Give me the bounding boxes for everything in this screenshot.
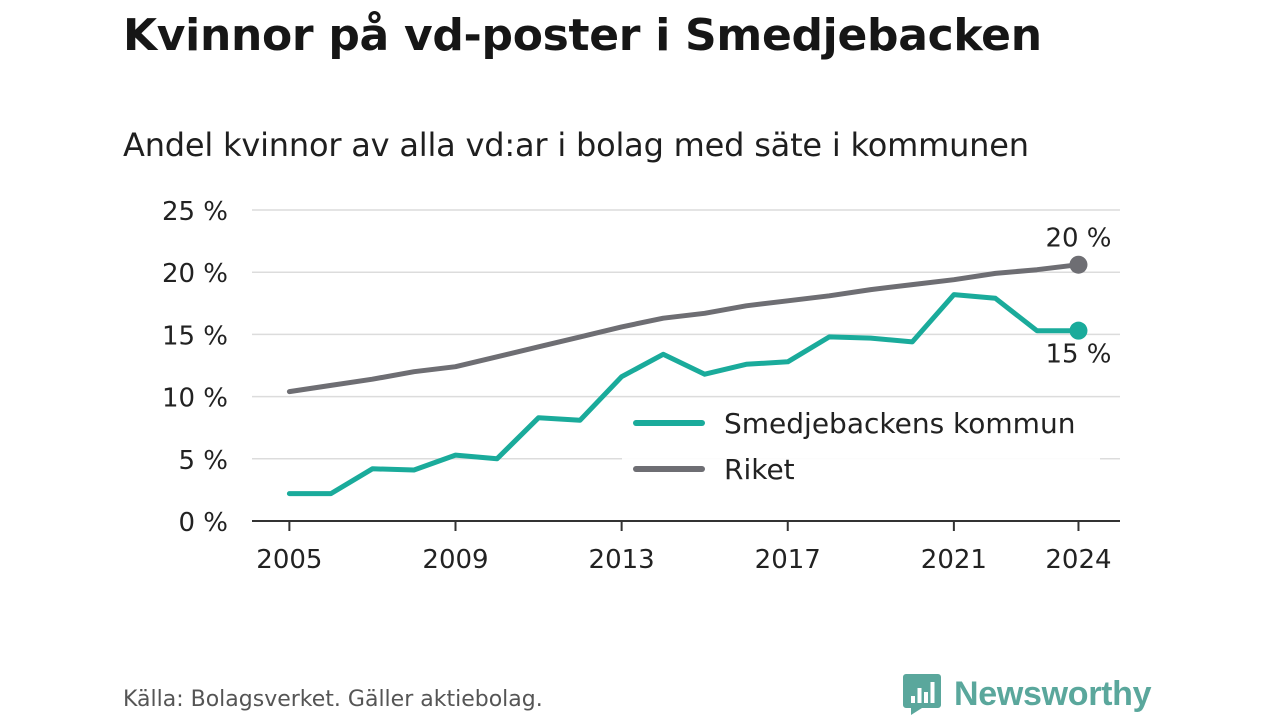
series-line (286, 292, 1081, 497)
y-tick-label: 5 % (178, 446, 228, 476)
y-tick-label: 20 % (162, 259, 228, 289)
end-labels: 20 % 15 % (1045, 224, 1111, 370)
y-tick-label: 25 % (162, 197, 228, 227)
legend-label: Riket (724, 453, 795, 486)
series-line (286, 262, 1081, 395)
x-tick-label: 2009 (422, 545, 488, 575)
end-label: 15 % (1045, 340, 1111, 370)
x-tick-label: 2017 (755, 545, 821, 575)
x-tick-label: 2021 (921, 545, 987, 575)
legend: Smedjebackens kommun Riket (622, 400, 1100, 500)
chart-subtitle: Andel kvinnor av alla vd:ar i bolag med … (123, 126, 1029, 164)
brand-name: Newsworthy (954, 675, 1152, 713)
x-tick-label: 2005 (256, 545, 322, 575)
series-end-point (1069, 321, 1088, 340)
newsworthy-logo-icon (903, 674, 941, 715)
end-label: 20 % (1045, 224, 1111, 254)
chart-title: Kvinnor på vd-poster i Smedjebacken (123, 10, 1042, 61)
source-note: Källa: Bolagsverket. Gäller aktiebolag. (123, 687, 543, 712)
legend-background (622, 400, 1100, 500)
x-tick-label: 2024 (1045, 545, 1111, 575)
series-end-point (1069, 255, 1088, 274)
y-tick-label: 15 % (162, 321, 228, 351)
y-tick-label: 0 % (178, 508, 228, 538)
brand-logo: Newsworthy (902, 672, 1152, 716)
legend-label: Smedjebackens kommun (724, 407, 1075, 440)
x-tick-label: 2013 (589, 545, 655, 575)
axes: 0 % 5 % 10 % 15 % 20 % 25 % 2005 2009 2013 2017 20… (162, 197, 1120, 575)
y-tick-label: 10 % (162, 384, 228, 414)
series-lines (286, 255, 1088, 497)
